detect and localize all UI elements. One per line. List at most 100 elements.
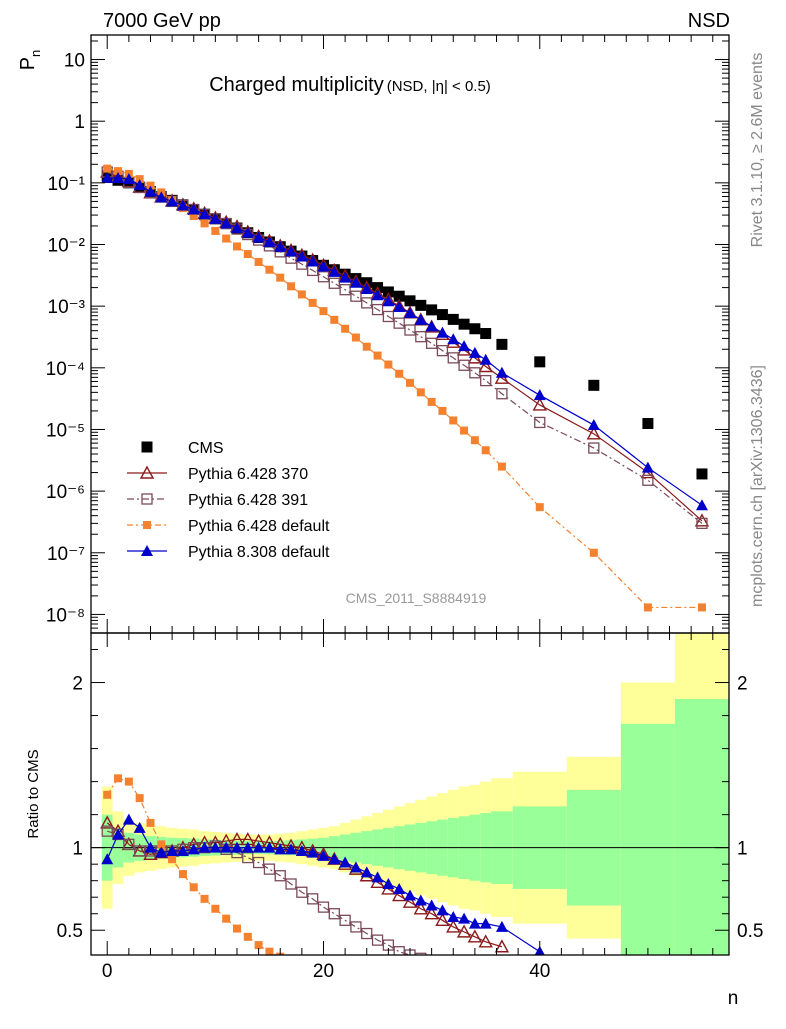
point-pythia-8-308-default [641, 461, 654, 473]
ytick-label: 10 [64, 51, 85, 72]
ratio-point-pythia-8-308-default [155, 846, 168, 858]
legend-item-pythia-6-428-391: Pythia 6.428 391 [127, 492, 308, 509]
legend-marker [143, 521, 151, 529]
point-pythia-6-428-391 [496, 388, 508, 400]
legend-marker [141, 441, 153, 453]
legend-item-pythia-6-428-370: Pythia 6.428 370 [127, 465, 308, 483]
ratio-point-pythia-8-308-default [306, 846, 319, 858]
point-pythia-6-428-default [319, 307, 328, 316]
point-pythia-6-428-default [189, 211, 198, 220]
point-pythia-6-428-default [643, 603, 652, 612]
ratio-point-pythia-6-428-default [189, 883, 198, 892]
main-ylabel: Pn [17, 50, 43, 71]
point-pythia-8-308-default [274, 240, 287, 252]
ratio-point-pythia-6-428-391 [339, 914, 351, 926]
ratio-ytick-label: 1 [72, 839, 83, 860]
point-pythia-8-308-default [479, 353, 492, 365]
point-pythia-6-428-default [341, 324, 350, 333]
point-pythia-6-428-default [243, 250, 252, 259]
ratio-ytick-label-right: 2 [737, 674, 748, 695]
point-pythia-8-308-default [220, 217, 233, 229]
ratio-point-pythia-8-308-default [230, 841, 243, 853]
point-cms [393, 290, 405, 302]
legend-label: Pythia 6.428 391 [188, 492, 308, 509]
point-pythia-6-428-default [351, 333, 360, 342]
point-pythia-8-308-default [695, 499, 708, 511]
ytick-label: 10⁻⁶ [46, 482, 85, 503]
ytick-label: 10⁻² [48, 236, 86, 257]
ratio-point-pythia-6-428-391 [371, 934, 384, 946]
chart-title-sub: (NSD, |η| < 0.5) [387, 78, 491, 95]
point-pythia-8-308-default [295, 250, 308, 262]
ratio-point-pythia-6-428-391 [361, 927, 373, 940]
point-pythia-6-428-default [460, 426, 469, 435]
ratio-xlabel: n [728, 988, 739, 1009]
point-pythia-6-428-391 [469, 367, 481, 379]
ratio-point-pythia-6-428-default [232, 924, 241, 933]
ratio-point-pythia-6-428-default [211, 904, 220, 913]
ratio-point-pythia-8-308-default [382, 877, 395, 889]
ratio-point-pythia-8-308-default [414, 894, 427, 906]
ratio-point-pythia-6-428-370 [402, 894, 418, 908]
ratio-point-pythia-8-308-default [404, 889, 416, 901]
ratio-point-pythia-8-308-default [360, 866, 373, 878]
point-pythia-6-428-default [330, 315, 339, 324]
point-pythia-8-308-default [306, 255, 319, 267]
ratio-line-pythia-6-428-default [106, 777, 279, 955]
ratio-point-pythia-6-428-370 [424, 906, 439, 920]
ratio-point-pythia-8-308-default [317, 849, 330, 861]
point-pythia-8-308-default [112, 171, 125, 183]
ratio-ytick-label: 2 [72, 674, 83, 695]
ratio-point-pythia-6-428-391 [101, 825, 113, 837]
point-pythia-8-308-default [122, 173, 135, 185]
point-cms [496, 338, 508, 350]
ratio-point-pythia-6-428-391 [285, 878, 297, 890]
ytick-label: 10⁻⁴ [46, 359, 85, 380]
main-ylabel-sub: n [28, 50, 43, 57]
ratio-series-pythia-6-428-default [103, 774, 285, 955]
point-pythia-6-428-391 [425, 337, 438, 349]
series-pythia-6-428-default [103, 164, 706, 612]
point-pythia-6-428-default [211, 226, 220, 235]
point-pythia-8-308-default [587, 419, 600, 431]
point-pythia-8-308-default [198, 208, 211, 220]
ratio-point-pythia-8-308-default [144, 841, 157, 853]
point-cms [696, 468, 708, 480]
point-cms [436, 309, 448, 321]
point-pythia-8-308-default [328, 265, 341, 277]
legend-marker [141, 493, 153, 505]
ratio-point-pythia-6-428-default [114, 774, 123, 783]
ratio-point-pythia-6-428-391 [328, 908, 340, 920]
point-pythia-6-428-default [114, 167, 123, 176]
legend-label: CMS [188, 440, 224, 457]
ratio-point-pythia-6-428-391 [415, 952, 427, 955]
ratio-point-pythia-8-308-default [328, 853, 341, 865]
point-pythia-6-428-370 [532, 397, 547, 411]
point-pythia-6-428-default [438, 406, 447, 415]
ratio-point-pythia-6-428-370 [392, 888, 407, 902]
ratio-point-pythia-6-428-391 [427, 957, 437, 967]
band-inner [674, 699, 729, 955]
ratio-point-pythia-8-308-default [198, 841, 211, 853]
ratio-point-pythia-6-428-370 [494, 939, 510, 953]
ratio-point-pythia-6-428-default [243, 932, 252, 941]
chart-title-main: Charged multiplicity [209, 74, 384, 96]
series-line-pythia-6-428-default [107, 168, 702, 609]
point-pythia-8-308-default [533, 389, 546, 401]
point-pythia-6-428-391 [696, 517, 708, 530]
ytick-label: 1 [74, 112, 85, 133]
point-pythia-6-428-default [232, 242, 241, 251]
point-pythia-6-428-391 [393, 317, 405, 329]
point-pythia-6-428-default [470, 436, 479, 445]
mcplots-credit: mcplots.cern.ch [arXiv:1306.3436] [749, 365, 766, 607]
ratio-point-pythia-8-308-default [371, 871, 384, 883]
ratio-point-pythia-6-428-default [146, 818, 155, 827]
point-cms [404, 295, 416, 307]
legend-item-pythia-6-428-default: Pythia 6.428 default [127, 518, 330, 535]
point-pythia-6-428-370 [694, 513, 710, 527]
point-pythia-6-428-default [287, 282, 296, 291]
point-cms [447, 313, 459, 325]
ratio-point-pythia-6-428-391 [350, 921, 362, 933]
point-pythia-6-428-default [254, 258, 263, 267]
